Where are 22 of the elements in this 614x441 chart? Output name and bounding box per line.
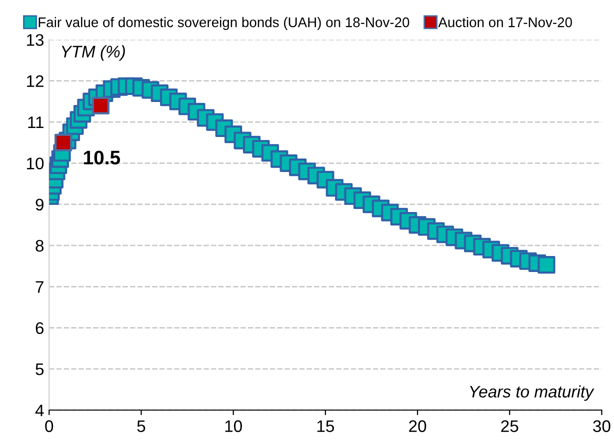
- y-tick-label: 8: [36, 240, 44, 252]
- x-tick-label: 15: [317, 420, 334, 432]
- x-tick-label: 30: [593, 420, 610, 432]
- x-tick-label: 5: [137, 420, 146, 432]
- y-tick-label: 13: [26, 34, 44, 46]
- y-tick-label: 6: [36, 322, 44, 334]
- y-tick-label: 5: [36, 364, 44, 376]
- y-tick-label: 10: [26, 158, 44, 170]
- x-tick-label: 10: [225, 420, 242, 432]
- y-tick-label: 4: [35, 404, 44, 416]
- y-axis-title: YTM (%): [62, 45, 125, 61]
- y-tick-label: 11: [28, 116, 44, 128]
- x-tick-label: 25: [501, 420, 518, 432]
- y-tick-label: 9: [36, 198, 44, 211]
- annotation: 10.5: [84, 150, 120, 164]
- x-tick-label: 0: [45, 420, 54, 432]
- y-tick-label: 7: [36, 281, 44, 293]
- legend-label: Fair value of domestic sovereign bonds (UAH) on 18-Nov-20: [38, 17, 410, 30]
- y-tick-label: 12: [26, 75, 44, 87]
- x-tick-label: 20: [409, 420, 426, 432]
- legend-label: Auction on 17-Nov-20: [438, 17, 572, 28]
- x-axis-title: Years to maturity: [470, 385, 594, 401]
